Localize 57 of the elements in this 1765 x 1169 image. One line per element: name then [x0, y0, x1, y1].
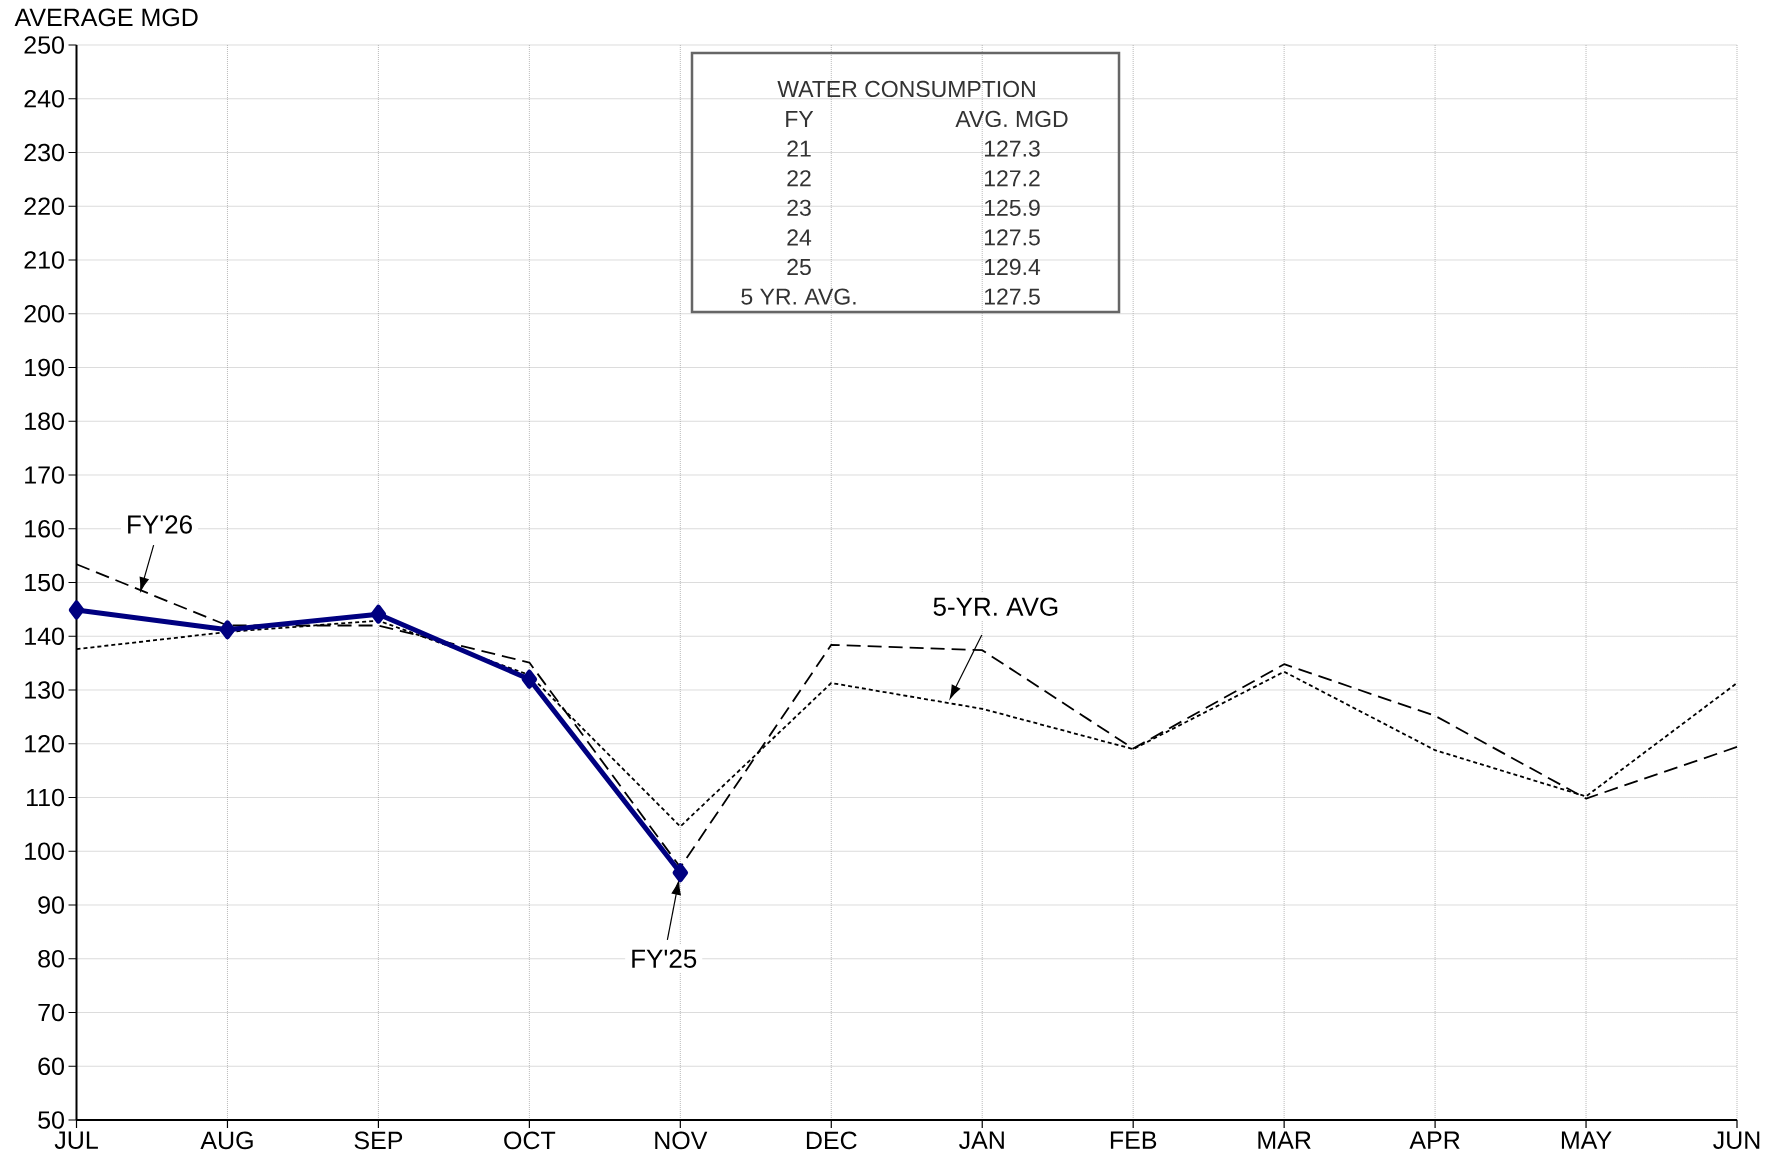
y-tick-label: 90: [38, 896, 64, 914]
y-tick-label: 60: [38, 1057, 64, 1076]
y-tick-label: 200: [24, 304, 64, 323]
x-tick-label: OCT: [504, 1131, 556, 1150]
annotation: 125.9: [984, 199, 1040, 216]
y-tick-label: 70: [38, 1003, 64, 1022]
point: [219, 620, 236, 640]
x-tick-label: JUN: [1713, 1131, 1760, 1149]
annotation: 127.2: [984, 170, 1040, 187]
y-tick-label: 220: [24, 197, 64, 216]
annotation: 127.5: [984, 229, 1040, 246]
y-tick-label: 170: [25, 466, 64, 484]
x-tick-label: JUL: [54, 1131, 98, 1149]
annotation: 21: [787, 140, 811, 157]
annotation: 24: [787, 229, 812, 246]
y-tick-label: 230: [24, 143, 64, 162]
point: [370, 604, 387, 624]
y-tick-label: 110: [27, 788, 64, 807]
annotation: 23: [787, 199, 811, 216]
point: [672, 863, 689, 883]
y-tick-label: 150: [25, 573, 64, 592]
x-tick-label: SEP: [354, 1131, 403, 1150]
y-tick-label: 130: [25, 681, 64, 699]
y-tick-label: 80: [38, 949, 64, 968]
y-tick-label: 210: [24, 251, 64, 269]
x-tick-label: MAY: [1561, 1131, 1612, 1149]
annotation: WATER CONSUMPTION: [777, 80, 1035, 98]
point: [68, 600, 85, 620]
x-tick-label: NOV: [655, 1131, 708, 1150]
y-tick-label: 180: [25, 412, 64, 431]
y-tick-label: 120: [25, 734, 64, 753]
annotation: 129.4: [984, 258, 1041, 276]
y-tick-label: 190: [25, 358, 64, 377]
annotation: 5-YR. AVG: [933, 597, 1058, 616]
y-tick-label: 160: [25, 519, 64, 538]
y-tick-label: 140: [25, 627, 64, 646]
annotation: 22: [787, 170, 811, 187]
annotation: 127.3: [984, 140, 1040, 157]
annotation: AVG. MGD: [955, 110, 1068, 128]
point: [521, 669, 538, 689]
annotation: FY'25: [632, 949, 697, 968]
y-tick-label: 240: [24, 89, 64, 108]
x-tick-label: APR: [1409, 1131, 1460, 1149]
x-tick-label: AUG: [200, 1131, 253, 1150]
x-tick-label: JAN: [959, 1131, 1004, 1149]
x-tick-label: MAR: [1258, 1131, 1311, 1149]
y-tick-label: 250: [24, 36, 64, 54]
x-tick-label: FEB: [1110, 1131, 1157, 1149]
y-axis-title: AVERAGE MGD: [14, 8, 198, 27]
annotation: FY: [786, 111, 814, 127]
y-tick-label: 100: [25, 842, 64, 861]
annotation: 127.5: [984, 288, 1040, 305]
annotation: 25: [787, 258, 811, 276]
annotation: 5 YR. AVG.: [741, 288, 856, 305]
annotation: FY'26: [128, 515, 192, 534]
x-tick-label: DEC: [806, 1131, 857, 1150]
y-tick-label: 50: [38, 1111, 64, 1129]
